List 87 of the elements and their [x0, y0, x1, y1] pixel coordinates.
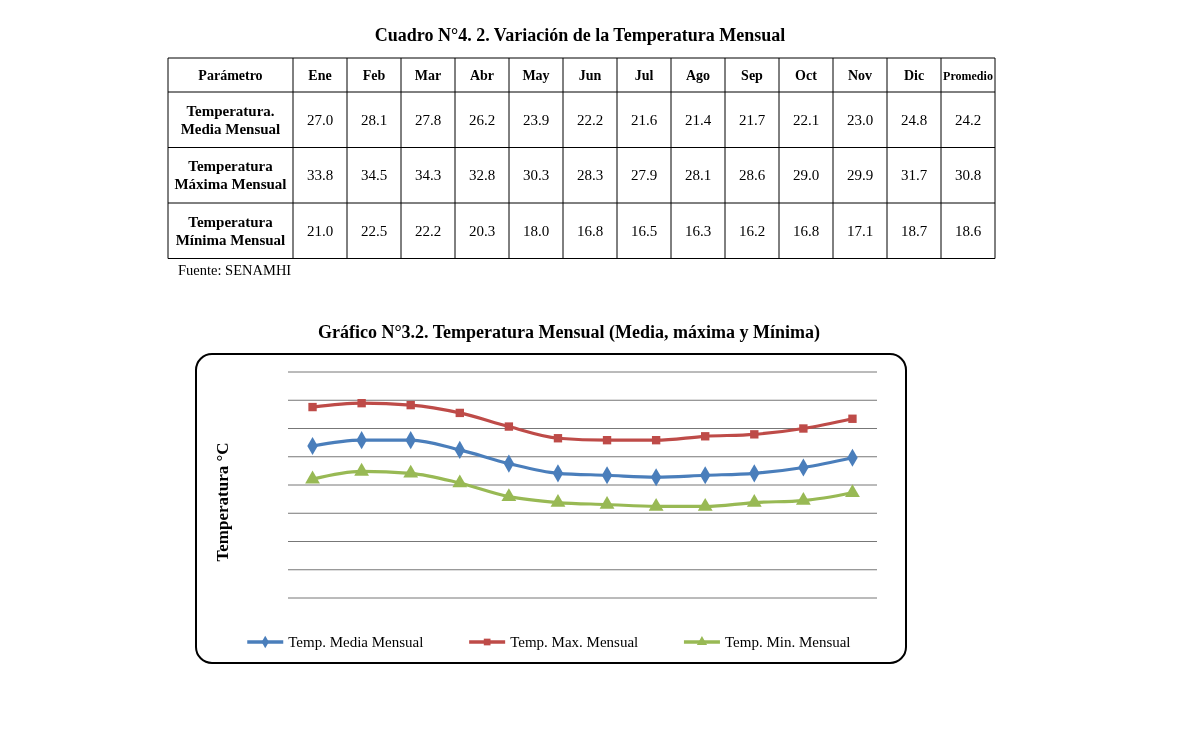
- text: 23.9: [522, 111, 550, 128]
- text: 22.5: [360, 222, 388, 239]
- point: [599, 495, 615, 509]
- text: 16.8: [792, 222, 820, 239]
- text: 26.2: [468, 111, 496, 128]
- point: [746, 493, 762, 507]
- point: [697, 497, 713, 511]
- x-tick-label: Dic: [903, 68, 925, 83]
- text: 22.2: [414, 222, 442, 239]
- point: [305, 470, 320, 484]
- chart-title: Cuadro N°4. 2. Variación de la Temperatura Mensual: [374, 25, 786, 45]
- text: 28.1: [360, 111, 388, 128]
- text: 24.8: [900, 111, 928, 128]
- text: 18.6: [954, 222, 982, 239]
- point: [504, 422, 514, 431]
- point: [308, 402, 317, 412]
- point: [648, 497, 664, 511]
- point: [406, 400, 415, 410]
- x-tick-label: Nov: [847, 68, 873, 83]
- text: 21.0: [306, 222, 334, 239]
- point: [750, 430, 759, 439]
- point: [357, 398, 366, 408]
- text: 27.0: [306, 111, 334, 128]
- text: 34.3: [414, 167, 442, 184]
- text: 31.7: [900, 167, 928, 184]
- point: [550, 493, 566, 507]
- source-note: Fuente: SENAMHI: [178, 261, 292, 278]
- text: 16.5: [630, 222, 658, 239]
- x-tick-label: Promedio: [943, 69, 993, 83]
- text: 16.3: [684, 222, 712, 239]
- y-tick-label: Temperatura Mínima Mensual: [175, 213, 286, 248]
- text: 28.1: [684, 167, 712, 184]
- text: 33.8: [306, 167, 334, 184]
- point: [795, 492, 811, 505]
- point: [403, 464, 419, 478]
- point: [452, 474, 468, 488]
- text: 21.7: [738, 111, 766, 128]
- point: [501, 488, 517, 501]
- y-axis-title: Temperatura °C: [213, 442, 232, 562]
- legend-label: Temp. Media Mensual: [288, 634, 424, 650]
- text: 34.5: [360, 167, 388, 184]
- y-axis-title: Parámetro: [198, 68, 263, 83]
- text: 30.3: [522, 167, 550, 184]
- point: [848, 414, 857, 423]
- x-tick-label: Sep: [741, 68, 764, 83]
- y-tick-label: Temperatura. Media Mensual: [180, 102, 281, 137]
- text: 21.6: [630, 111, 658, 128]
- text: 17.1: [846, 222, 874, 239]
- text: 18.0: [522, 222, 550, 239]
- text: 16.8: [576, 222, 604, 239]
- point: [553, 434, 563, 443]
- text: 16.2: [738, 222, 766, 239]
- point: [455, 408, 464, 418]
- y-tick-label: Temperatura Máxima Mensual: [174, 158, 287, 193]
- text: 22.1: [792, 111, 820, 128]
- legend-label: Temp. Min. Mensual: [724, 634, 851, 650]
- text: 18.7: [900, 222, 928, 239]
- text: 30.8: [954, 167, 982, 184]
- text: 29.9: [846, 167, 874, 184]
- point: [651, 436, 661, 445]
- text: 23.0: [846, 111, 874, 128]
- text: 20.3: [468, 222, 496, 239]
- point: [602, 436, 612, 445]
- point: [701, 432, 710, 441]
- legend-label: Temp. Max. Mensual: [510, 634, 639, 650]
- point: [845, 484, 860, 498]
- x-tick-label: Jun: [578, 68, 602, 83]
- x-tick-label: Ene: [308, 68, 332, 83]
- text: 21.4: [684, 111, 712, 128]
- text: 32.8: [468, 167, 496, 184]
- x-tick-label: Abr: [469, 68, 495, 83]
- x-tick-label: Oct: [795, 68, 818, 83]
- chart-title: Gráfico N°3.2. Temperatura Mensual (Media, máxima y Mínima): [317, 322, 821, 343]
- x-tick-label: May: [522, 68, 550, 83]
- x-tick-label: Mar: [414, 68, 442, 83]
- x-tick-label: Jul: [634, 68, 654, 83]
- text: 24.2: [954, 111, 982, 128]
- text: 27.9: [630, 167, 658, 184]
- point: [354, 462, 370, 476]
- x-tick-label: Feb: [362, 68, 386, 83]
- text: 28.6: [738, 167, 766, 184]
- text: 28.3: [576, 167, 604, 184]
- text: 27.8: [414, 111, 442, 128]
- point: [799, 424, 808, 433]
- text: 22.2: [576, 111, 604, 128]
- text: 29.0: [792, 167, 820, 184]
- x-tick-label: Ago: [685, 68, 711, 83]
